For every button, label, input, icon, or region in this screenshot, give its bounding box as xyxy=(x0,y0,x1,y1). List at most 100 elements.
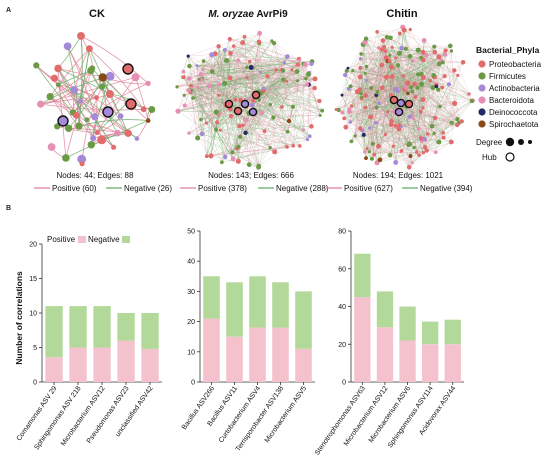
network-node xyxy=(105,71,115,81)
network-node xyxy=(436,54,442,60)
network-node xyxy=(426,132,430,136)
network-node xyxy=(442,74,447,79)
phylum-swatch xyxy=(478,60,486,68)
network-node xyxy=(189,83,193,88)
y-tick-label: 80 xyxy=(338,229,346,236)
negative-edge xyxy=(361,46,435,98)
negative-edge xyxy=(287,72,310,132)
network-node xyxy=(75,122,83,130)
negative-edge xyxy=(233,45,310,137)
network-node xyxy=(344,68,349,73)
network-node xyxy=(409,85,414,90)
network-node xyxy=(377,46,381,50)
negative-edge xyxy=(183,77,239,148)
negative-edge xyxy=(360,93,367,159)
negative-label: Negative (288) xyxy=(276,184,329,193)
network-node xyxy=(455,122,460,128)
negative-edge xyxy=(219,95,320,102)
network-node xyxy=(256,164,261,170)
network-node xyxy=(424,52,429,58)
y-tick-label: 0 xyxy=(33,380,37,387)
network-node xyxy=(206,83,212,89)
negative-edge xyxy=(345,80,367,128)
network-node xyxy=(382,45,386,49)
positive-edge xyxy=(364,42,392,122)
edge-legend-avrpi9: Positive (378) Negative (288) xyxy=(180,184,329,193)
phylum-label: Deinococcota xyxy=(489,108,538,117)
degree-large-dot xyxy=(505,137,515,147)
negative-edge xyxy=(243,125,308,140)
bar-positive xyxy=(376,327,394,382)
network-node xyxy=(383,132,387,137)
negative-edge xyxy=(211,33,260,55)
network-node xyxy=(420,49,426,55)
network-stats-ck: Nodes: 44; Edges: 88 xyxy=(57,171,134,180)
negative-edge xyxy=(379,115,387,160)
bar-negative xyxy=(203,276,220,319)
network-node xyxy=(421,106,425,110)
negative-edge xyxy=(215,53,231,78)
network-node xyxy=(272,149,278,155)
network-node xyxy=(367,126,372,130)
negative-edge xyxy=(360,76,410,145)
network-node xyxy=(256,39,262,44)
negative-edge xyxy=(257,92,293,108)
positive-edge xyxy=(351,95,366,142)
network-node xyxy=(443,48,448,53)
network-node xyxy=(216,44,221,49)
negative-edge xyxy=(345,127,373,159)
negative-edge xyxy=(211,54,231,79)
network-node xyxy=(440,85,445,90)
negative-edge xyxy=(393,146,424,153)
negative-edge xyxy=(364,27,403,43)
negative-edge xyxy=(426,62,464,151)
negative-edge xyxy=(218,46,220,114)
y-tick-label: 0 xyxy=(191,380,195,387)
network-node xyxy=(308,134,312,138)
network-node xyxy=(436,61,442,67)
network-node xyxy=(37,100,45,108)
network-node xyxy=(240,40,246,46)
network-node xyxy=(388,122,394,127)
network-node xyxy=(304,76,308,81)
network-node xyxy=(389,74,395,80)
network-node xyxy=(397,50,402,56)
negative-edge xyxy=(360,63,440,129)
network-node xyxy=(418,109,423,114)
network-node xyxy=(346,66,350,70)
network-node xyxy=(245,76,249,79)
network-node xyxy=(241,123,245,128)
network-node xyxy=(395,89,400,94)
network-node xyxy=(421,38,427,43)
hub-node xyxy=(102,106,114,118)
negative-edge xyxy=(293,78,316,146)
network-node xyxy=(430,85,436,90)
network-node xyxy=(54,123,61,130)
negative-edge xyxy=(350,48,406,123)
positive-edge xyxy=(184,105,288,148)
network-node xyxy=(363,36,369,41)
network-node xyxy=(364,156,368,161)
network-node xyxy=(380,38,386,43)
network-node xyxy=(348,84,353,89)
degree-medium-dot xyxy=(518,139,524,145)
network-node xyxy=(198,72,203,77)
negative-edge xyxy=(360,76,373,159)
network-node xyxy=(416,126,421,131)
positive-edge xyxy=(426,50,452,151)
negative-edge xyxy=(365,122,452,159)
network-node xyxy=(406,141,412,147)
negative-edge xyxy=(386,57,441,107)
phylum-swatch xyxy=(478,84,486,92)
negative-edge xyxy=(189,78,231,110)
network-node xyxy=(354,89,360,95)
bar-legend-negative-swatch xyxy=(122,236,130,243)
network-node xyxy=(227,36,232,42)
negative-edge xyxy=(371,115,413,159)
network-node xyxy=(407,114,413,120)
hub-ring xyxy=(505,152,515,162)
negative-edge xyxy=(242,42,310,137)
positive-edge xyxy=(422,52,473,101)
network-node xyxy=(340,110,345,115)
